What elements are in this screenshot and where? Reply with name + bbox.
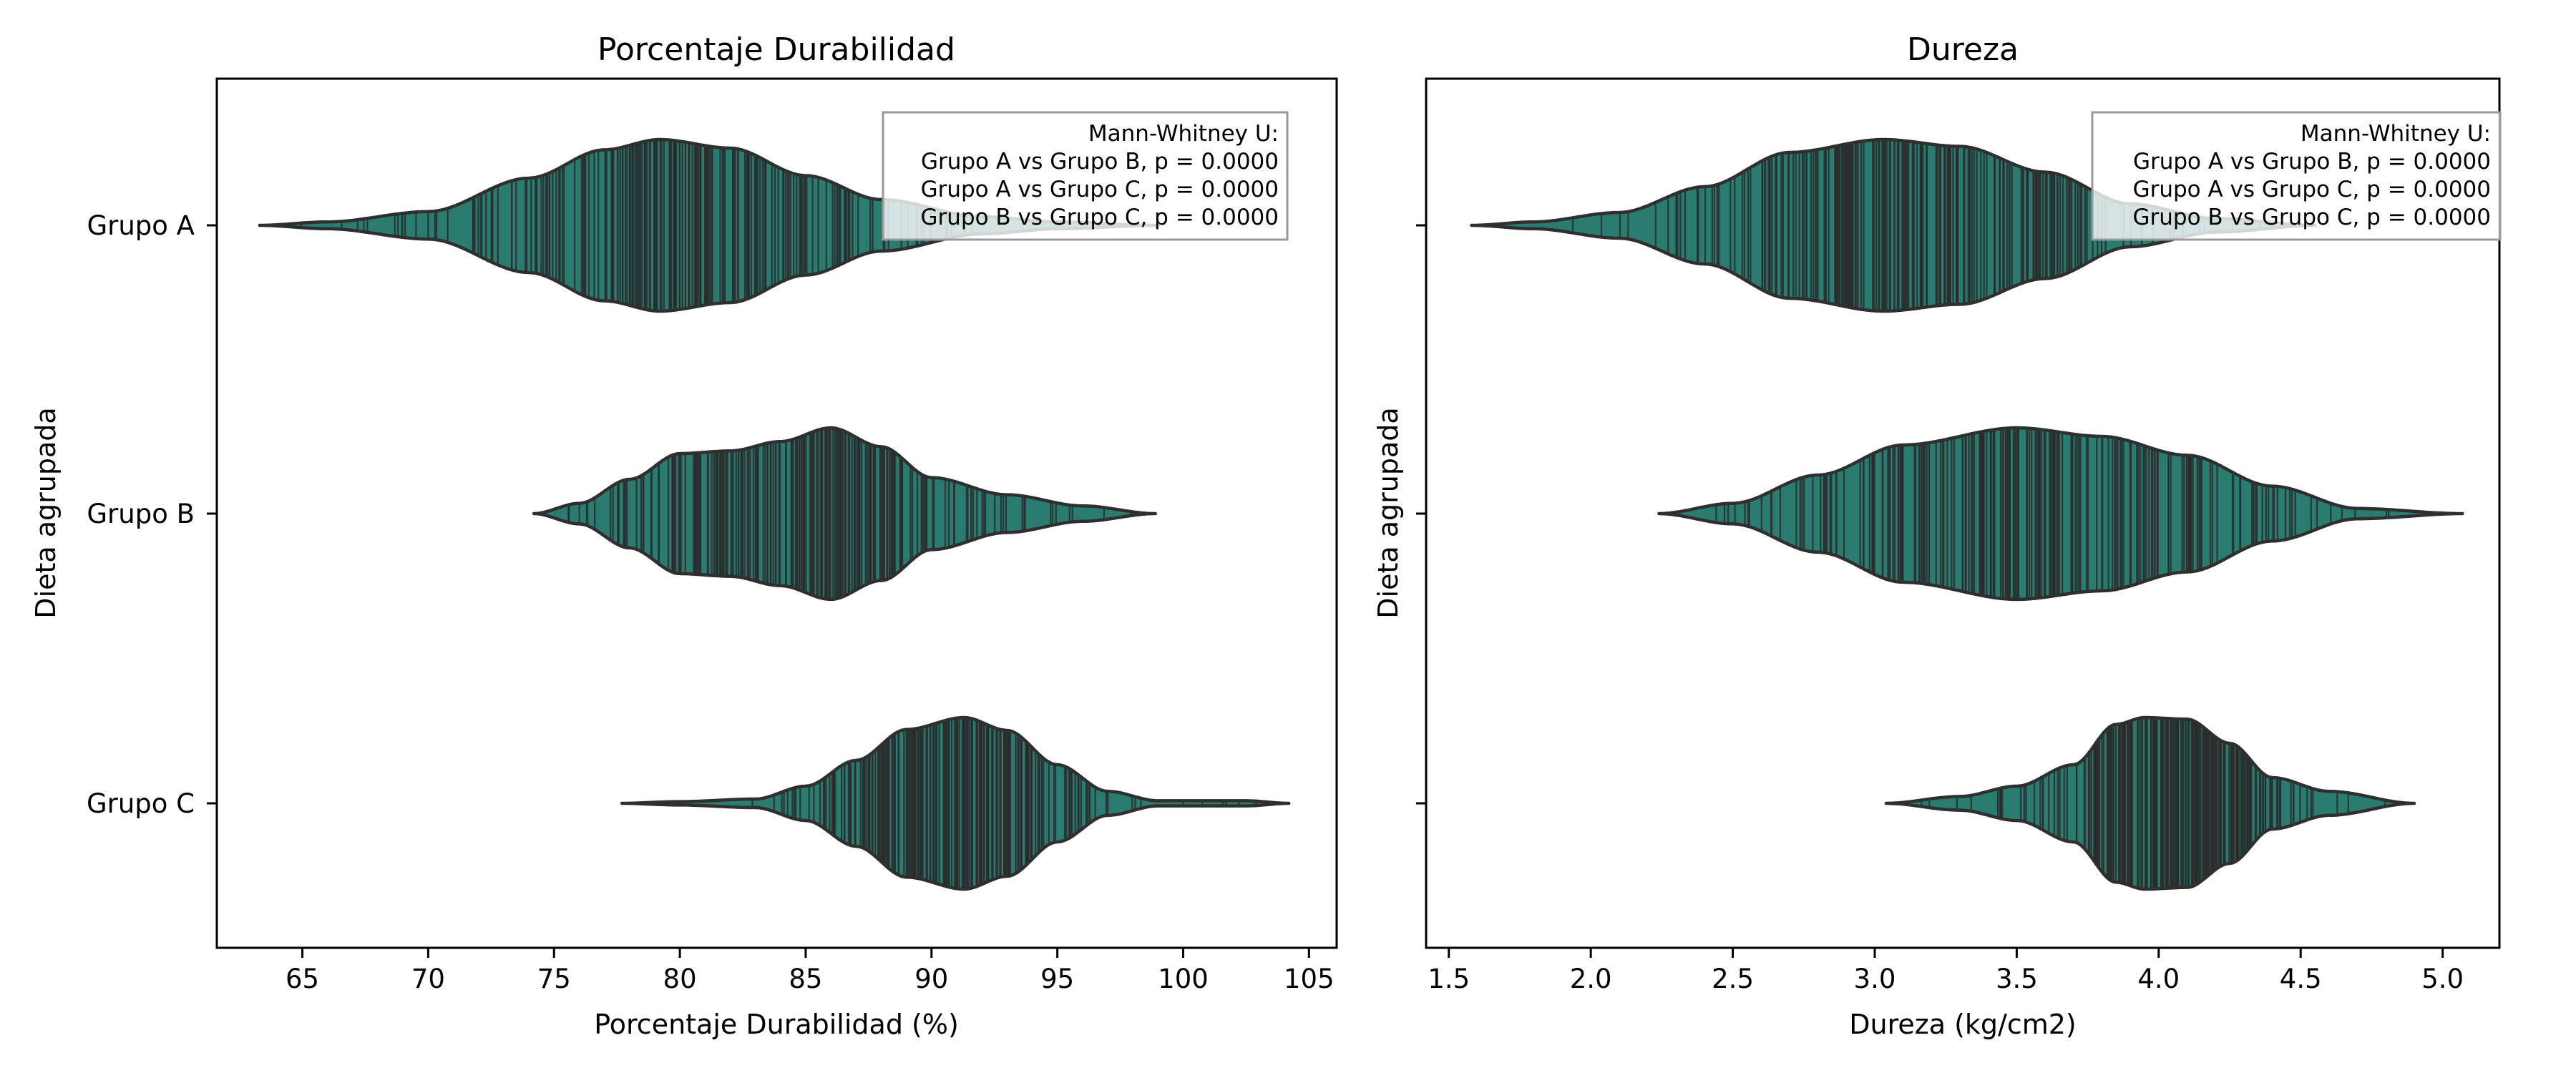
annotation-line: Grupo B vs Grupo C, p = 0.0000 <box>2133 205 2491 230</box>
x-tick-label: 3.0 <box>1854 964 1896 994</box>
x-tick-label: 85 <box>789 964 822 994</box>
violin-body <box>1471 139 2316 311</box>
violin-grupo-b <box>532 426 1158 602</box>
x-tick-label: 90 <box>914 964 948 994</box>
violin-sticks <box>567 428 1133 599</box>
annotation-line: Grupo A vs Grupo B, p = 0.0000 <box>2133 149 2491 175</box>
violin-outline <box>1657 426 2464 602</box>
x-tick-label: 1.5 <box>1428 964 1470 994</box>
annotation-header: Mann-Whitney U: <box>1088 121 1279 147</box>
x-tick-label: 3.5 <box>1996 964 2038 994</box>
chart-title: Dureza <box>1907 31 2019 68</box>
violin-sticks <box>640 717 1258 889</box>
violin-grupo-c <box>620 715 1291 891</box>
annotation-background <box>2091 111 2502 241</box>
x-tick-label: 65 <box>286 964 319 994</box>
violin-layer <box>258 137 1291 891</box>
x-tick-label: 4.0 <box>2137 964 2180 994</box>
violin-sticks <box>1571 139 2261 311</box>
x-tick-label: 80 <box>663 964 697 994</box>
x-tick-label: 2.0 <box>1570 964 1612 994</box>
violin-grupo-c <box>1884 715 2416 891</box>
x-axis-label: Porcentaje Durabilidad (%) <box>594 1009 959 1040</box>
y-tick-label: Grupo C <box>87 788 195 819</box>
annotation-line: Grupo A vs Grupo C, p = 0.0000 <box>2133 177 2491 202</box>
annotation-line: Grupo B vs Grupo C, p = 0.0000 <box>921 205 1279 230</box>
x-tick-label: 100 <box>1158 964 1209 994</box>
y-tick-label: Grupo B <box>87 499 195 529</box>
x-tick-label: 95 <box>1040 964 1074 994</box>
x-tick-label: 105 <box>1284 964 1335 994</box>
y-axis-label: Dieta agrupada <box>1372 407 1404 618</box>
annotation-header: Mann-Whitney U: <box>2301 121 2491 147</box>
x-tick-label: 2.5 <box>1712 964 1754 994</box>
y-axis-ticks: Grupo A Grupo B Grupo C <box>87 210 217 819</box>
annotation-background <box>882 111 1289 241</box>
y-axis-ticks <box>1416 224 1426 805</box>
x-tick-label: 75 <box>537 964 571 994</box>
x-axis-ticks: 1.5 2.0 2.5 3.0 3.5 4.0 4.5 5.0 <box>1428 948 2464 994</box>
violin-sticks <box>1715 428 2426 599</box>
violin-grupo-b <box>1657 426 2464 602</box>
violin-layer <box>1470 137 2464 891</box>
x-axis-ticks: 65 70 75 80 85 90 95 100 105 <box>286 948 1335 994</box>
y-axis-label: Dieta agrupada <box>30 407 62 618</box>
violin-outline <box>620 715 1291 891</box>
annotation-line: Grupo A vs Grupo C, p = 0.0000 <box>921 177 1279 202</box>
x-tick-label: 70 <box>411 964 445 994</box>
annotation-line: Grupo A vs Grupo B, p = 0.0000 <box>921 149 1279 175</box>
violin-sticks <box>1921 717 2386 889</box>
chart-title: Porcentaje Durabilidad <box>597 31 955 68</box>
annotation-box: Mann-Whitney U: Grupo A vs Grupo B, p = … <box>2091 111 2502 241</box>
x-tick-label: 4.5 <box>2280 964 2322 994</box>
x-tick-label: 5.0 <box>2421 964 2464 994</box>
x-axis-label: Dureza (kg/cm2) <box>1849 1009 2077 1040</box>
violin-outline <box>532 426 1158 602</box>
annotation-box: Mann-Whitney U: Grupo A vs Grupo B, p = … <box>882 111 1289 241</box>
panel-dureza: 1.5 2.0 2.5 3.0 3.5 4.0 4.5 5.0 Dureza Dureza (… <box>1372 31 2502 1040</box>
violin-outline <box>1884 715 2416 891</box>
violin-grupo-a <box>1470 137 2317 313</box>
y-tick-label: Grupo A <box>87 210 195 241</box>
